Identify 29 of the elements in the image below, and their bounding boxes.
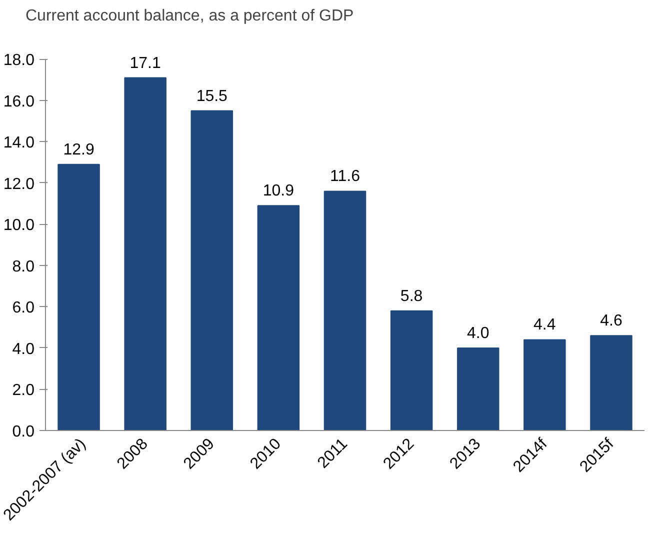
bar bbox=[524, 339, 566, 430]
y-tick-label: 8.0 bbox=[12, 258, 35, 276]
y-tick-label: 0.0 bbox=[12, 424, 35, 440]
data-label: 4.0 bbox=[466, 324, 490, 342]
data-label: 15.5 bbox=[196, 88, 228, 105]
data-label: 5.8 bbox=[400, 288, 423, 305]
data-label: 4.4 bbox=[534, 316, 556, 334]
bar bbox=[124, 77, 166, 430]
data-label: 11.6 bbox=[330, 168, 360, 186]
y-tick-label: 12.0 bbox=[3, 176, 35, 193]
y-tick-label: 10.0 bbox=[3, 217, 35, 234]
y-tick-label: 18.0 bbox=[3, 52, 35, 70]
y-tick-label: 14.0 bbox=[3, 134, 35, 152]
chart-title: Current account balance, as a percent of GDP bbox=[26, 8, 354, 24]
bar bbox=[324, 190, 366, 430]
bar bbox=[590, 335, 632, 430]
bar bbox=[190, 110, 234, 430]
bar bbox=[390, 310, 433, 430]
bar bbox=[456, 347, 500, 430]
y-tick-label: 2.0 bbox=[12, 382, 35, 400]
data-label: 12.9 bbox=[63, 141, 94, 158]
data-label: 17.1 bbox=[130, 54, 162, 72]
y-tick-label: 6.0 bbox=[12, 300, 35, 317]
bar bbox=[257, 205, 300, 430]
y-tick-label: 16.0 bbox=[3, 93, 35, 110]
bar bbox=[58, 164, 100, 430]
y-tick-label: 4.0 bbox=[12, 340, 35, 358]
data-label: 4.6 bbox=[600, 312, 622, 330]
data-label: 10.9 bbox=[262, 182, 294, 200]
